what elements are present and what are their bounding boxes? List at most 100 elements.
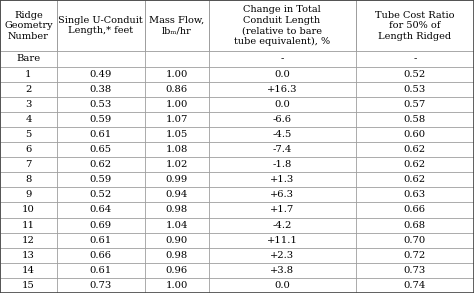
- Bar: [0, 0, 57, 51]
- Text: +2.3: +2.3: [270, 251, 294, 260]
- Bar: [209, 82, 356, 97]
- Text: 10: 10: [22, 205, 35, 214]
- Text: +11.1: +11.1: [266, 236, 298, 245]
- Text: 0.57: 0.57: [404, 100, 426, 109]
- Bar: [57, 97, 145, 112]
- Bar: [356, 82, 474, 97]
- Bar: [209, 112, 356, 127]
- Bar: [209, 157, 356, 172]
- Text: 8: 8: [25, 175, 32, 184]
- Bar: [0, 127, 57, 142]
- Bar: [209, 278, 356, 293]
- Text: 0.52: 0.52: [90, 190, 112, 199]
- Bar: [209, 67, 356, 82]
- Text: 1.08: 1.08: [165, 145, 188, 154]
- Text: 0.68: 0.68: [404, 221, 426, 229]
- Bar: [0, 82, 57, 97]
- Bar: [356, 233, 474, 248]
- Text: 5: 5: [25, 130, 32, 139]
- Text: 1.00: 1.00: [165, 100, 188, 109]
- Bar: [57, 142, 145, 157]
- Text: 0.59: 0.59: [90, 115, 112, 124]
- Text: 0.74: 0.74: [403, 281, 426, 290]
- Text: Single U-Conduit
Length,* feet: Single U-Conduit Length,* feet: [58, 16, 143, 35]
- Text: 0.94: 0.94: [165, 190, 188, 199]
- Text: 0.90: 0.90: [165, 236, 188, 245]
- Text: 0.99: 0.99: [165, 175, 188, 184]
- Text: -: -: [413, 54, 417, 63]
- Bar: [356, 142, 474, 157]
- Bar: [0, 97, 57, 112]
- Bar: [57, 217, 145, 233]
- Text: -4.5: -4.5: [273, 130, 292, 139]
- Text: 6: 6: [25, 145, 32, 154]
- Text: 0.73: 0.73: [90, 281, 112, 290]
- Bar: [209, 0, 356, 51]
- Bar: [57, 157, 145, 172]
- Bar: [356, 217, 474, 233]
- Text: +6.3: +6.3: [270, 190, 294, 199]
- Text: 0.61: 0.61: [90, 236, 112, 245]
- Text: 0.61: 0.61: [90, 266, 112, 275]
- Text: Bare: Bare: [16, 54, 41, 63]
- Text: 0.72: 0.72: [404, 251, 426, 260]
- Text: 0.62: 0.62: [404, 145, 426, 154]
- Bar: [356, 97, 474, 112]
- Text: 0.0: 0.0: [274, 100, 290, 109]
- Bar: [0, 112, 57, 127]
- Bar: [356, 51, 474, 67]
- Text: 1.04: 1.04: [165, 221, 188, 229]
- Bar: [0, 67, 57, 82]
- Text: 0.0: 0.0: [274, 69, 290, 79]
- Text: 1.05: 1.05: [165, 130, 188, 139]
- Bar: [145, 172, 209, 187]
- Text: +16.3: +16.3: [267, 85, 297, 94]
- Bar: [145, 202, 209, 217]
- Bar: [209, 263, 356, 278]
- Bar: [356, 248, 474, 263]
- Text: 12: 12: [22, 236, 35, 245]
- Text: 0.64: 0.64: [90, 205, 112, 214]
- Bar: [356, 0, 474, 51]
- Text: 7: 7: [25, 160, 32, 169]
- Bar: [57, 202, 145, 217]
- Text: -4.2: -4.2: [273, 221, 292, 229]
- Text: 0.59: 0.59: [90, 175, 112, 184]
- Bar: [57, 67, 145, 82]
- Bar: [356, 263, 474, 278]
- Bar: [0, 187, 57, 202]
- Text: +1.7: +1.7: [270, 205, 294, 214]
- Text: 0.65: 0.65: [90, 145, 112, 154]
- Bar: [356, 157, 474, 172]
- Text: -6.6: -6.6: [273, 115, 292, 124]
- Bar: [145, 248, 209, 263]
- Text: 0.63: 0.63: [404, 190, 426, 199]
- Bar: [0, 51, 57, 67]
- Bar: [57, 127, 145, 142]
- Text: 0.96: 0.96: [165, 266, 188, 275]
- Bar: [57, 263, 145, 278]
- Text: Mass Flow,
lbₘ/hr: Mass Flow, lbₘ/hr: [149, 16, 204, 35]
- Text: 9: 9: [25, 190, 32, 199]
- Bar: [356, 278, 474, 293]
- Text: 0.38: 0.38: [90, 85, 112, 94]
- Bar: [209, 142, 356, 157]
- Text: 11: 11: [22, 221, 35, 229]
- Bar: [57, 233, 145, 248]
- Bar: [57, 248, 145, 263]
- Text: 0.70: 0.70: [404, 236, 426, 245]
- Bar: [57, 82, 145, 97]
- Text: 0.60: 0.60: [404, 130, 426, 139]
- Bar: [145, 82, 209, 97]
- Bar: [356, 172, 474, 187]
- Text: 0.61: 0.61: [90, 130, 112, 139]
- Text: 0.53: 0.53: [90, 100, 112, 109]
- Text: 0.98: 0.98: [165, 205, 188, 214]
- Bar: [209, 233, 356, 248]
- Text: 0.73: 0.73: [404, 266, 426, 275]
- Bar: [0, 278, 57, 293]
- Text: 13: 13: [22, 251, 35, 260]
- Bar: [145, 67, 209, 82]
- Bar: [57, 0, 145, 51]
- Bar: [356, 112, 474, 127]
